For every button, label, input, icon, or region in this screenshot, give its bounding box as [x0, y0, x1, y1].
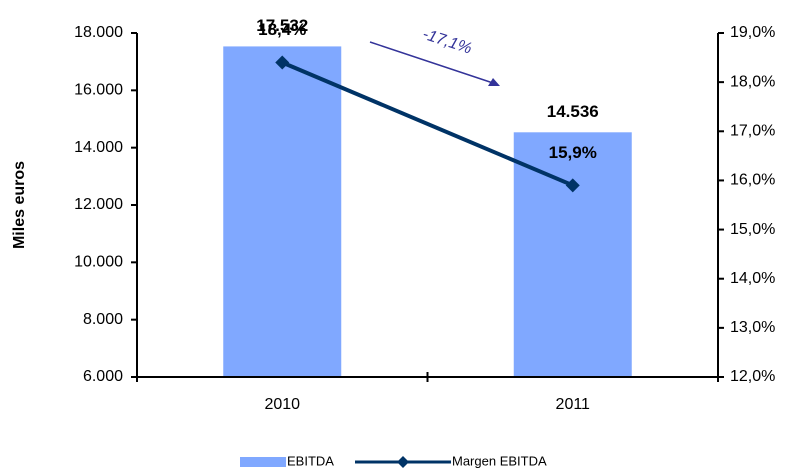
bar-value-label: 17.532: [256, 16, 308, 35]
legend-label: Margen EBITDA: [452, 453, 547, 468]
y-tick-label: 16.000: [74, 82, 123, 99]
line-value-label: 18,4%: [258, 20, 306, 39]
x-tick-label: 2011: [556, 396, 591, 413]
annotation: -17,1%: [420, 26, 473, 58]
legend-label: EBITDA: [287, 453, 334, 468]
line-marker: [275, 55, 290, 70]
annotation-arrowhead: [488, 78, 500, 86]
annotation-arrow: [369, 41, 497, 85]
y2-tick-label: 13,0%: [730, 319, 775, 336]
y2-tick-label: 17,0%: [730, 123, 775, 140]
y2-tick-label: 14,0%: [730, 270, 775, 287]
x-tick-label: 2010: [264, 396, 300, 413]
line-value-label: 15,9%: [549, 143, 597, 162]
bar-value-label: 14.536: [547, 102, 599, 121]
y2-tick-label: 19,0%: [730, 24, 775, 41]
y-tick-label: 18.000: [74, 24, 123, 41]
y-tick-label: 8.000: [83, 311, 123, 328]
bar: [223, 46, 342, 377]
y-tick-label: 10.000: [74, 254, 123, 271]
bar: [513, 132, 632, 377]
y2-tick-label: 16,0%: [730, 172, 775, 189]
y-tick-label: 12.000: [74, 196, 123, 213]
line-marker: [565, 178, 580, 193]
line: [281, 60, 574, 188]
legend-marker: [397, 456, 409, 468]
legend-swatch: [240, 457, 286, 467]
y-tick-label: 14.000: [74, 139, 123, 156]
y2-tick-label: 12,0%: [730, 368, 775, 385]
y-axis-label: Miles euros: [11, 161, 28, 249]
y-tick-label: 6.000: [83, 368, 123, 385]
y2-tick-label: 15,0%: [730, 221, 775, 238]
y2-tick-label: 18,0%: [730, 73, 775, 90]
